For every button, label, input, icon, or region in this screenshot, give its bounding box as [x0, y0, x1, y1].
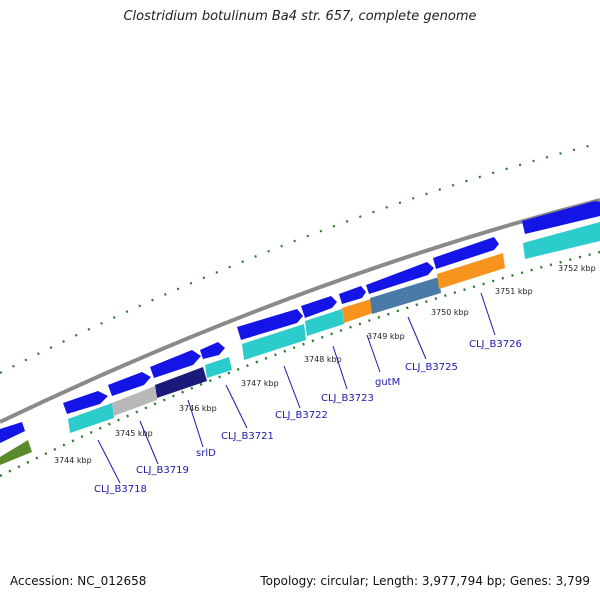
gene-block: [370, 277, 441, 314]
scale-label: 3752 kbp: [558, 264, 596, 273]
gene-arrow: [63, 391, 108, 414]
gene-arrow: [237, 309, 303, 340]
scale-label: 3750 kbp: [431, 308, 469, 317]
gene-arrow: [522, 201, 600, 234]
scale-label: 3744 kbp: [54, 456, 92, 465]
gene-labels: CLJ_B3718 CLJ_B3719 srlD CLJ_B3721 CLJ_B…: [94, 339, 522, 495]
gene-block: [342, 299, 373, 323]
gene-arrow: [339, 286, 366, 304]
gene-block: [305, 309, 344, 336]
gene-label: CLJ_B3722: [275, 410, 328, 421]
inner-scale-arc: [0, 250, 600, 478]
label-leaders: [97, 292, 496, 484]
gene-block: [112, 386, 157, 416]
gene-label: CLJ_B3719: [136, 465, 189, 476]
gene-arrow: [108, 372, 151, 396]
accession-text: Accession: NC_012658: [10, 574, 147, 588]
forward-strand-genes: [0, 201, 600, 443]
gene-label: srlD: [196, 448, 216, 459]
genome-summary-text: Topology: circular; Length: 3,977,794 bp…: [260, 574, 590, 588]
gene-block: [242, 324, 306, 360]
map-title: Clostridium botulinum Ba4 str. 657, comp…: [123, 9, 477, 24]
gene-block: [0, 440, 32, 465]
gene-arrow: [301, 296, 337, 318]
scale-label: 3745 kbp: [115, 429, 153, 438]
gene-arrow: [200, 342, 225, 359]
scale-label: 3749 kbp: [367, 332, 405, 341]
gene-label: CLJ_B3723: [321, 393, 374, 404]
gene-block: [155, 367, 207, 398]
scale-labels: 3744 kbp 3745 kbp 3746 kbp 3747 kbp 3748…: [54, 264, 596, 465]
gene-block: [68, 403, 114, 433]
scale-label: 3747 kbp: [241, 379, 279, 388]
gene-arrow: [150, 350, 201, 378]
scale-label: 3748 kbp: [304, 355, 342, 364]
scale-label: 3746 kbp: [179, 404, 217, 413]
gene-arrow: [0, 422, 25, 443]
scale-label: 3751 kbp: [495, 287, 533, 296]
gene-label: CLJ_B3718: [94, 484, 147, 495]
gene-arrow: [433, 237, 499, 269]
gene-arrow: [366, 262, 434, 294]
gene-label: CLJ_B3725: [405, 362, 458, 373]
inner-strand-genes: [0, 222, 600, 465]
gene-block: [205, 357, 232, 378]
gene-block: [523, 222, 600, 259]
gene-label: CLJ_B3726: [469, 339, 522, 350]
gene-label: gutM: [375, 377, 400, 388]
gene-block: [437, 253, 505, 289]
genome-backbone: [0, 198, 600, 424]
gene-label: CLJ_B3721: [221, 431, 274, 442]
